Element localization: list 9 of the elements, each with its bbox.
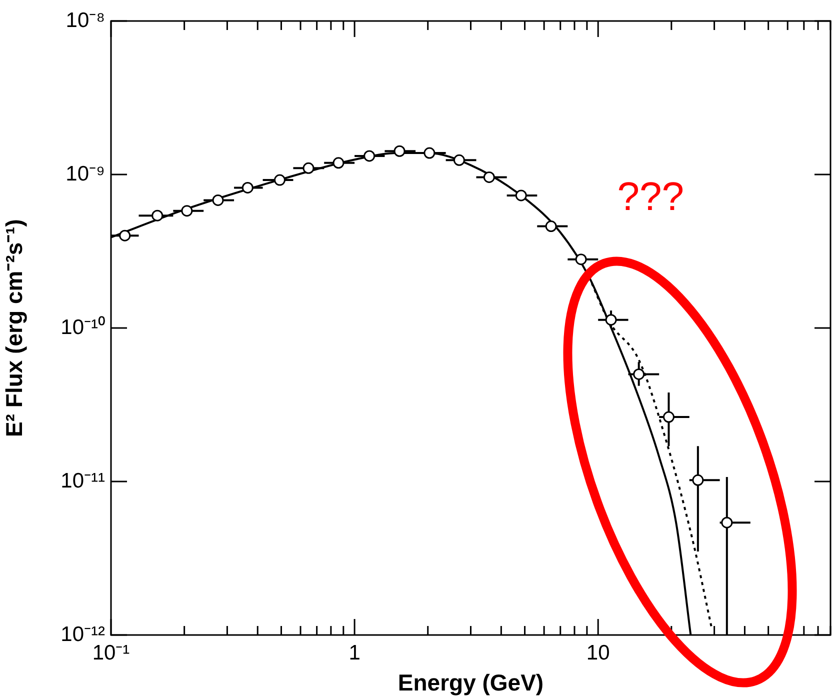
x-axis-title: Energy (GeV): [398, 670, 544, 696]
y-tick-label: 10⁻⁸: [66, 8, 105, 32]
x-tick-label: 10: [586, 641, 610, 664]
x-tick-label: 1: [348, 641, 360, 664]
annotation: ???: [617, 175, 684, 220]
y-tick-label: 10⁻¹¹: [60, 469, 105, 492]
y-axis-title: E² Flux (erg cm⁻²s⁻¹): [1, 219, 28, 437]
y-tick-label: 10⁻⁹: [66, 162, 105, 186]
y-tick-label: 10⁻¹⁰: [60, 316, 105, 339]
